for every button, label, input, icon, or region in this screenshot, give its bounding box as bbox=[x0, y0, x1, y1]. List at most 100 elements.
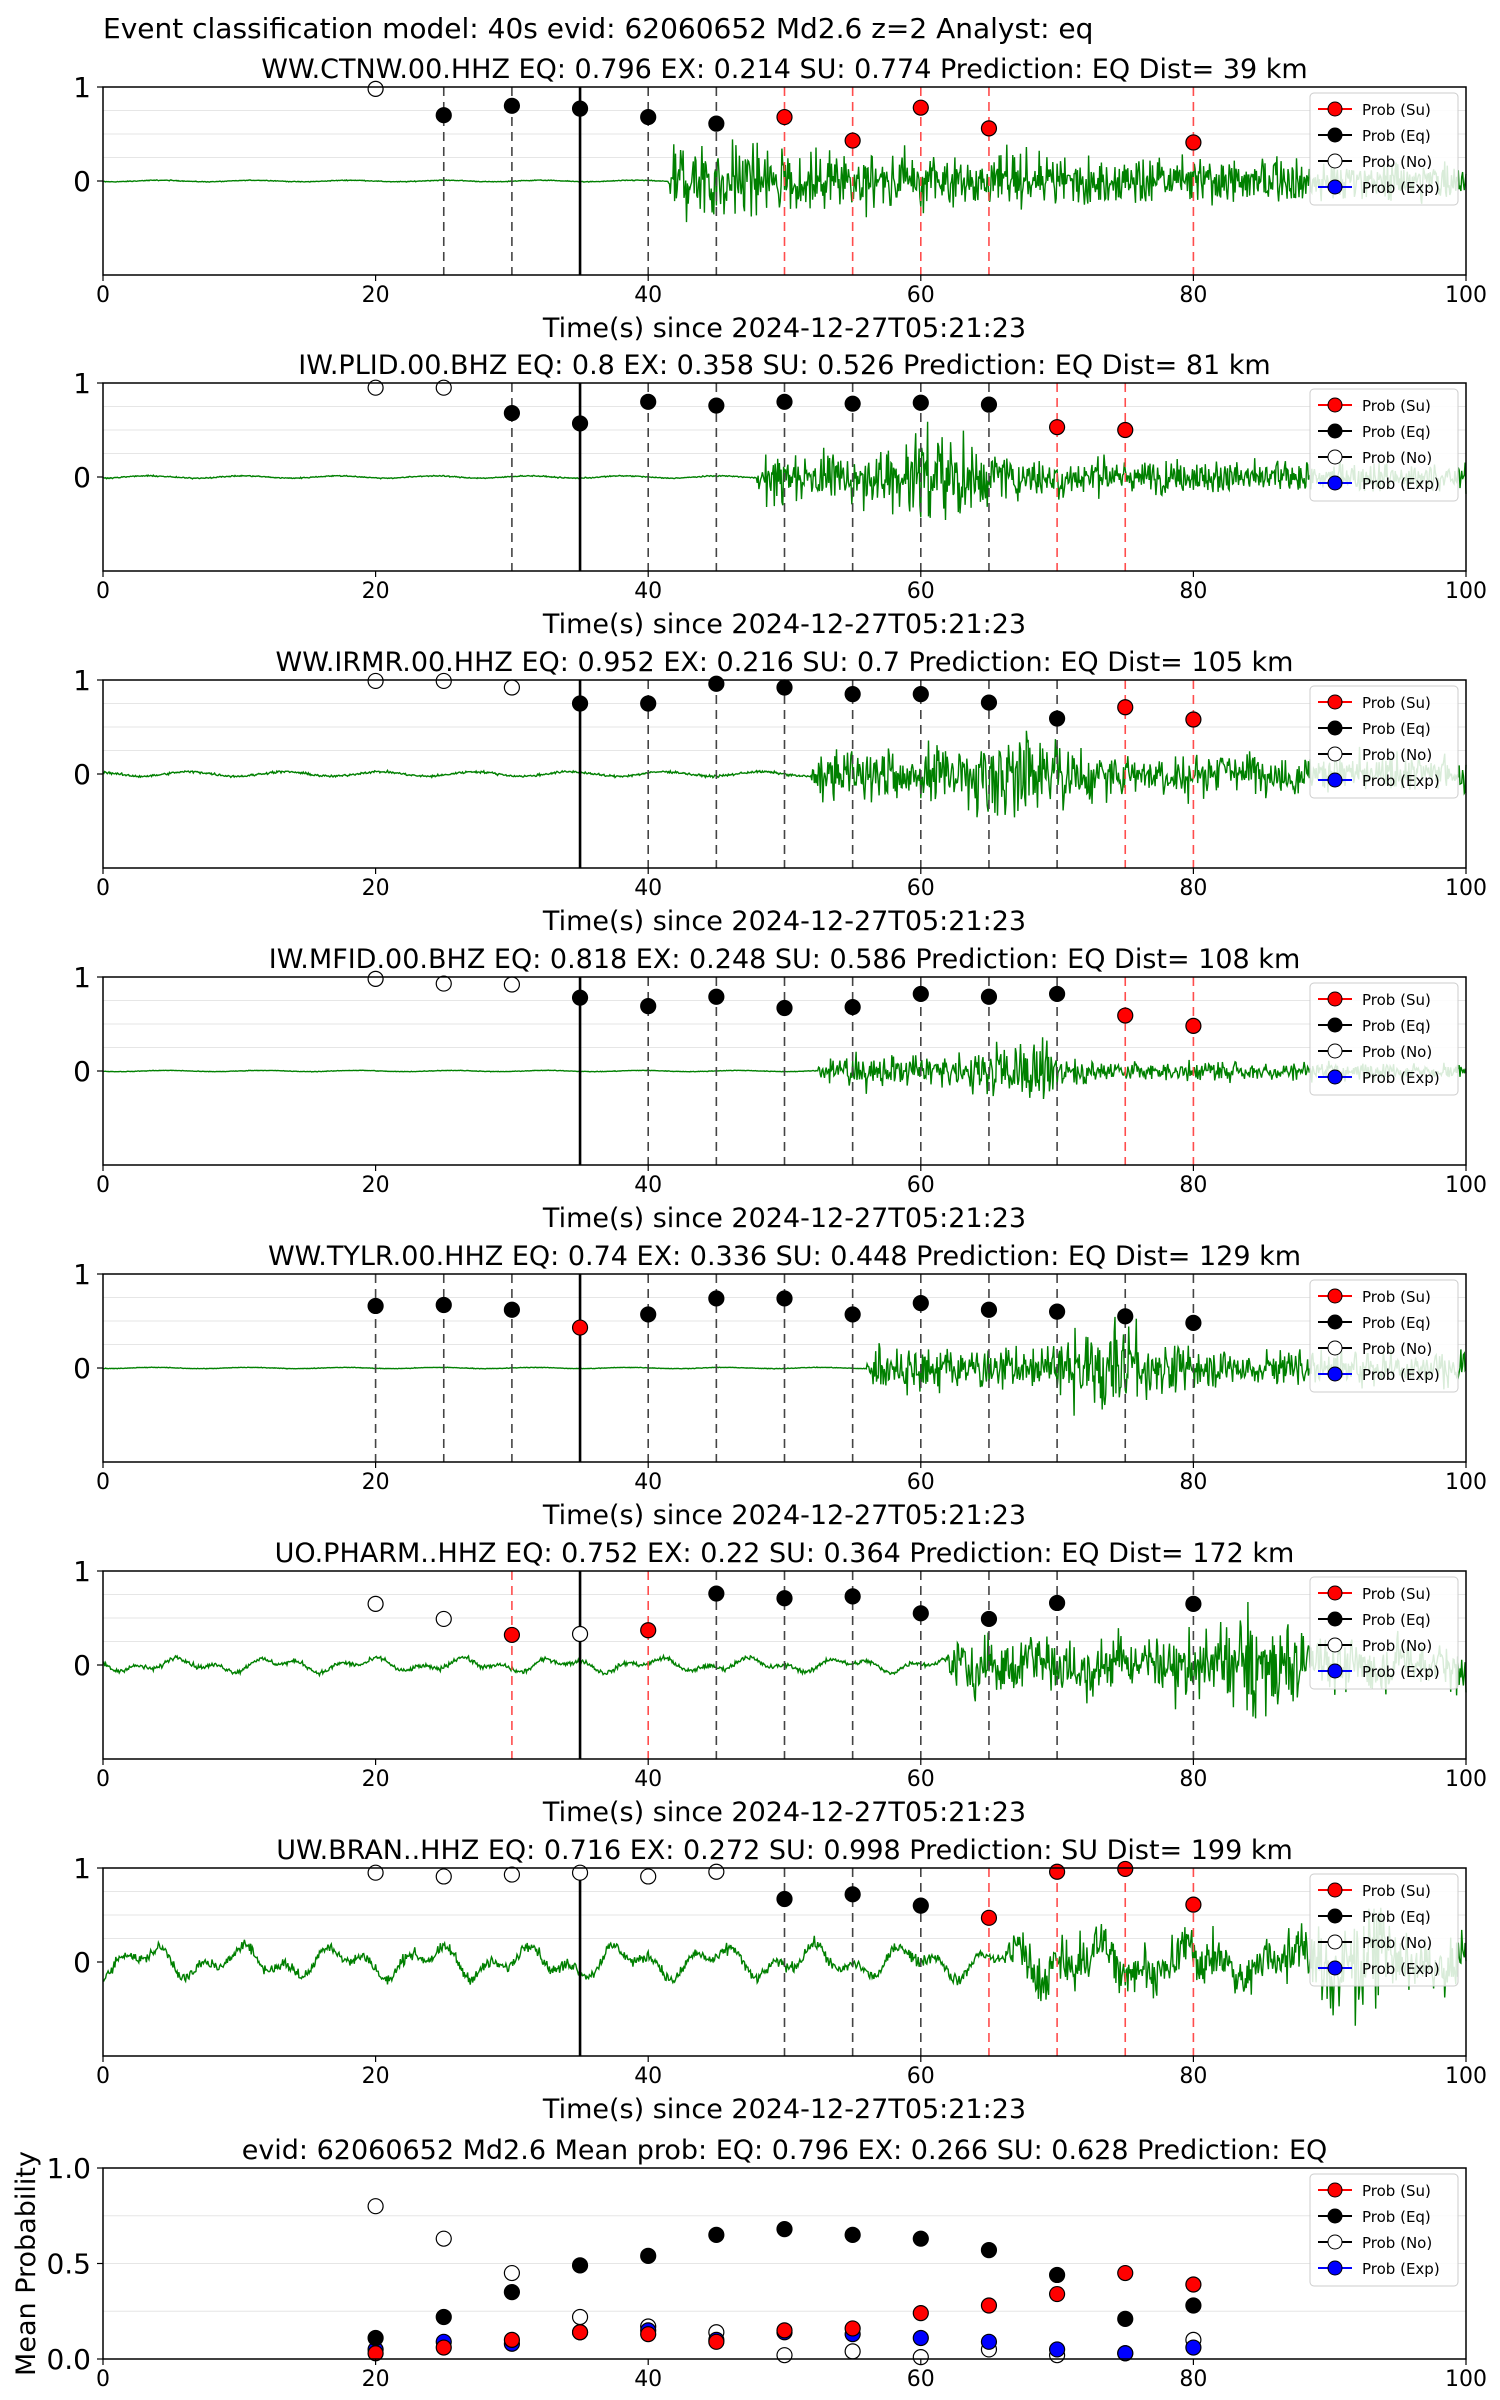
prob-point-eq bbox=[980, 1610, 998, 1628]
prob-point-su bbox=[844, 132, 861, 149]
prob-point-eq bbox=[571, 695, 589, 712]
legend-marker-exp bbox=[1327, 1960, 1343, 1976]
prob-point-eq bbox=[1048, 1594, 1066, 1612]
legend-label: Prob (Eq) bbox=[1362, 1314, 1431, 1332]
x-tick-label: 100 bbox=[1445, 283, 1487, 308]
prob-point-eq bbox=[640, 393, 657, 410]
prob-point-eq bbox=[776, 999, 793, 1017]
prob-point-eq bbox=[640, 1306, 657, 1323]
prob-point-no bbox=[367, 1864, 384, 1881]
mean-point-eq bbox=[708, 2226, 725, 2243]
legend-label: Prob (No) bbox=[1362, 449, 1432, 467]
y-axis-label: Mean Probability bbox=[11, 2151, 42, 2376]
y-tick-label: 1 bbox=[73, 961, 91, 994]
prob-point-eq bbox=[844, 395, 861, 412]
station-panel-4: IW.MFID.00.BHZ EQ: 0.818 EX: 0.248 SU: 0… bbox=[73, 944, 1487, 1234]
legend-label: Prob (Su) bbox=[1362, 694, 1431, 712]
x-tick-label: 0 bbox=[96, 2064, 110, 2089]
mean-point-no bbox=[503, 2264, 520, 2282]
mean-point-su bbox=[435, 2339, 452, 2356]
legend-label: Prob (Exp) bbox=[1362, 1663, 1440, 1681]
x-axis-label: Time(s) since 2024-12-27T05:21:23 bbox=[542, 2094, 1026, 2125]
prob-point-su bbox=[640, 1622, 657, 1639]
station-panel-6: UO.PHARM..HHZ EQ: 0.752 EX: 0.22 SU: 0.3… bbox=[73, 1538, 1487, 1828]
legend-marker-su bbox=[1327, 397, 1343, 413]
legend-marker-exp bbox=[1327, 772, 1343, 788]
x-tick-label: 20 bbox=[362, 283, 390, 308]
mean-point-no bbox=[367, 2198, 384, 2215]
y-tick-label: 0 bbox=[73, 1946, 91, 1979]
x-tick-label: 0 bbox=[96, 579, 110, 604]
prob-point-eq bbox=[980, 1301, 998, 1318]
legend-box bbox=[1309, 2173, 1459, 2287]
panel-title: UO.PHARM..HHZ EQ: 0.752 EX: 0.22 SU: 0.3… bbox=[275, 1538, 1295, 1569]
mean-point-su bbox=[640, 2326, 657, 2343]
x-axis-label: Time(s) since 2024-12-27T05:21:23 bbox=[542, 906, 1026, 937]
x-tick-label: 60 bbox=[907, 1173, 935, 1198]
legend-marker-exp bbox=[1327, 1069, 1343, 1085]
legend-label: Prob (Su) bbox=[1362, 1288, 1431, 1306]
prob-point-eq bbox=[708, 397, 725, 414]
x-tick-label: 0 bbox=[96, 283, 110, 308]
waveform-trace bbox=[102, 421, 1467, 521]
prob-point-eq bbox=[844, 1588, 861, 1605]
x-tick-label: 20 bbox=[362, 579, 390, 604]
legend-label: Prob (No) bbox=[1362, 746, 1432, 764]
x-tick-label: 40 bbox=[634, 2367, 662, 2392]
y-tick-label: 0 bbox=[73, 1352, 91, 1385]
x-tick-label: 40 bbox=[634, 1767, 662, 1792]
prob-point-eq bbox=[503, 404, 520, 422]
legend-marker-exp bbox=[1327, 1663, 1343, 1679]
x-tick-label: 40 bbox=[634, 1173, 662, 1198]
x-tick-label: 0 bbox=[96, 1173, 110, 1198]
prob-point-su bbox=[1048, 1863, 1066, 1880]
x-tick-label: 0 bbox=[96, 1470, 110, 1495]
prob-point-eq bbox=[1117, 1308, 1134, 1325]
legend-marker-exp bbox=[1327, 179, 1343, 195]
prob-point-eq bbox=[844, 998, 861, 1016]
legend-label: Prob (Exp) bbox=[1362, 475, 1440, 493]
prob-point-no bbox=[435, 379, 452, 396]
prob-point-eq bbox=[435, 107, 452, 124]
legend-box bbox=[1309, 1279, 1459, 1393]
prob-point-no bbox=[435, 1868, 452, 1885]
prob-point-eq bbox=[640, 108, 657, 126]
legend-label: Prob (Su) bbox=[1362, 991, 1431, 1009]
x-tick-label: 80 bbox=[1179, 1767, 1207, 1792]
panel-title: UW.BRAN..HHZ EQ: 0.716 EX: 0.272 SU: 0.9… bbox=[276, 1835, 1293, 1866]
legend-label: Prob (No) bbox=[1362, 1637, 1432, 1655]
legend-marker-su bbox=[1327, 1882, 1343, 1898]
legend-marker-no bbox=[1327, 1340, 1343, 1356]
legend-box bbox=[1309, 1873, 1459, 1987]
mean-point-eq bbox=[776, 2221, 793, 2238]
prob-point-su bbox=[1185, 1896, 1202, 1913]
mean-point-eq bbox=[912, 2230, 929, 2247]
x-tick-label: 40 bbox=[634, 2064, 662, 2089]
x-tick-label: 80 bbox=[1179, 283, 1207, 308]
prob-point-eq bbox=[912, 985, 929, 1003]
y-tick-label: 0 bbox=[73, 461, 91, 494]
mean-point-su bbox=[912, 2305, 929, 2322]
mean-point-no bbox=[571, 2308, 589, 2326]
mean-point-eq bbox=[1117, 2310, 1134, 2327]
legend-label: Prob (No) bbox=[1362, 153, 1432, 171]
legend-box bbox=[1309, 685, 1459, 799]
x-tick-label: 60 bbox=[907, 1767, 935, 1792]
prob-point-eq bbox=[708, 988, 725, 1005]
mean-point-su bbox=[708, 2333, 725, 2350]
y-tick-label: 1 bbox=[73, 1555, 91, 1588]
legend-marker-su bbox=[1327, 2182, 1343, 2198]
legend-label: Prob (Eq) bbox=[1362, 423, 1431, 441]
prob-point-no bbox=[571, 1864, 589, 1881]
x-tick-label: 60 bbox=[907, 2064, 935, 2089]
x-tick-label: 100 bbox=[1445, 1470, 1487, 1495]
prob-point-su bbox=[1185, 134, 1202, 151]
x-tick-label: 60 bbox=[907, 1470, 935, 1495]
prob-point-eq bbox=[435, 1296, 452, 1314]
legend-marker-no bbox=[1327, 2234, 1343, 2250]
panel-title: IW.MFID.00.BHZ EQ: 0.818 EX: 0.248 SU: 0… bbox=[269, 944, 1301, 975]
y-tick-label: 0 bbox=[73, 165, 91, 198]
prob-point-eq bbox=[1048, 1303, 1066, 1320]
prob-point-eq bbox=[776, 1590, 793, 1607]
panel-title: evid: 62060652 Md2.6 Mean prob: EQ: 0.79… bbox=[242, 2135, 1328, 2166]
